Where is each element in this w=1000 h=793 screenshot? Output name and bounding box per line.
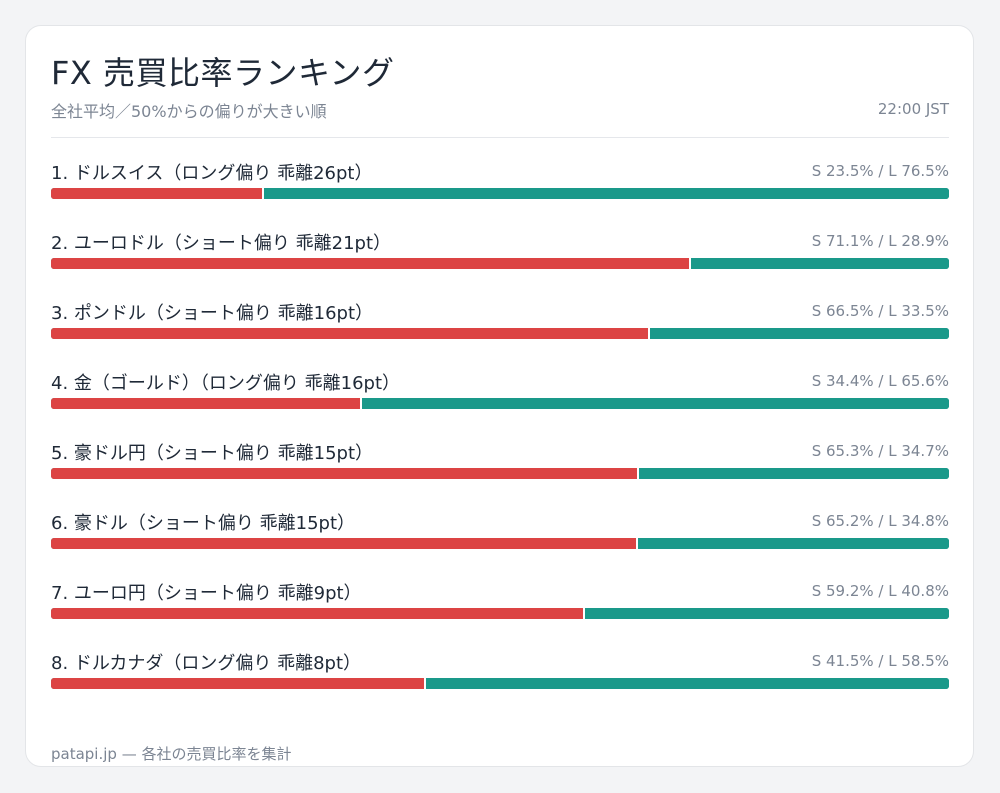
short-bar-segment <box>51 398 360 409</box>
ratio-bar <box>51 678 949 689</box>
header-divider <box>51 137 949 138</box>
short-bar-segment <box>51 468 638 479</box>
row-ratio-label: S 65.2% / L 34.8% <box>811 512 949 530</box>
page-subtitle: 全社平均／50%からの偏りが大きい順 <box>51 102 327 121</box>
row-ratio-label: S 34.4% / L 65.6% <box>811 372 949 390</box>
row-ratio-label: S 59.2% / L 40.8% <box>811 582 949 600</box>
row-ratio-label: S 23.5% / L 76.5% <box>811 162 949 180</box>
short-bar-segment <box>51 328 649 339</box>
ranking-row: 6. 豪ドル（ショート偏り 乖離15pt） S 65.2% / L 34.8% <box>51 509 949 579</box>
long-bar-segment <box>582 608 949 619</box>
short-bar-segment <box>51 608 583 619</box>
row-label: 1. ドルスイス（ロング偏り 乖離26pt） <box>51 163 373 184</box>
row-ratio-label: S 71.1% / L 28.9% <box>811 232 949 250</box>
ratio-bar <box>51 608 949 619</box>
long-bar-segment <box>359 398 949 409</box>
ratio-bar <box>51 538 949 549</box>
ratio-bar <box>51 468 949 479</box>
short-bar-segment <box>51 538 637 549</box>
row-label: 3. ポンドル（ショート偏り 乖離16pt） <box>51 303 374 324</box>
long-bar-segment <box>262 188 949 199</box>
ratio-bar <box>51 398 949 409</box>
row-label: 8. ドルカナダ（ロング偏り 乖離8pt） <box>51 653 362 674</box>
ranking-row: 4. 金（ゴールド）（ロング偏り 乖離16pt） S 34.4% / L 65.6… <box>51 369 949 439</box>
short-bar-segment <box>51 678 424 689</box>
long-bar-segment <box>423 678 949 689</box>
footer-note: patapi.jp — 各社の売買比率を集計 <box>51 745 292 763</box>
row-ratio-label: S 65.3% / L 34.7% <box>811 442 949 460</box>
ranking-row: 7. ユーロ円（ショート偏り 乖離9pt） S 59.2% / L 40.8% <box>51 579 949 649</box>
ratio-bar <box>51 328 949 339</box>
ranking-row: 8. ドルカナダ（ロング偏り 乖離8pt） S 41.5% / L 58.5% <box>51 649 949 719</box>
ranking-row: 2. ユーロドル（ショート偏り 乖離21pt） S 71.1% / L 28.9% <box>51 229 949 299</box>
long-bar-segment <box>689 258 949 269</box>
ratio-bar <box>51 258 949 269</box>
row-label: 4. 金（ゴールド）（ロング偏り 乖離16pt） <box>51 373 401 394</box>
long-bar-segment <box>637 468 949 479</box>
ranking-row: 5. 豪ドル円（ショート偏り 乖離15pt） S 65.3% / L 34.7% <box>51 439 949 509</box>
page-title: FX 売買比率ランキング <box>51 54 395 92</box>
row-ratio-label: S 41.5% / L 58.5% <box>811 652 949 670</box>
ranking-card: FX 売買比率ランキング 全社平均／50%からの偏りが大きい順 22:00 JS… <box>25 25 974 767</box>
row-ratio-label: S 66.5% / L 33.5% <box>811 302 949 320</box>
short-bar-segment <box>51 188 263 199</box>
timestamp: 22:00 JST <box>877 100 949 118</box>
row-label: 6. 豪ドル（ショート偏り 乖離15pt） <box>51 513 356 534</box>
ranking-row: 3. ポンドル（ショート偏り 乖離16pt） S 66.5% / L 33.5% <box>51 299 949 369</box>
ranking-row: 1. ドルスイス（ロング偏り 乖離26pt） S 23.5% / L 76.5% <box>51 159 949 229</box>
row-label: 2. ユーロドル（ショート偏り 乖離21pt） <box>51 233 392 254</box>
long-bar-segment <box>636 538 949 549</box>
short-bar-segment <box>51 258 690 269</box>
row-label: 5. 豪ドル円（ショート偏り 乖離15pt） <box>51 443 374 464</box>
long-bar-segment <box>648 328 949 339</box>
ranking-list: 1. ドルスイス（ロング偏り 乖離26pt） S 23.5% / L 76.5% 2… <box>51 159 949 719</box>
ratio-bar <box>51 188 949 199</box>
row-label: 7. ユーロ円（ショート偏り 乖離9pt） <box>51 583 362 604</box>
